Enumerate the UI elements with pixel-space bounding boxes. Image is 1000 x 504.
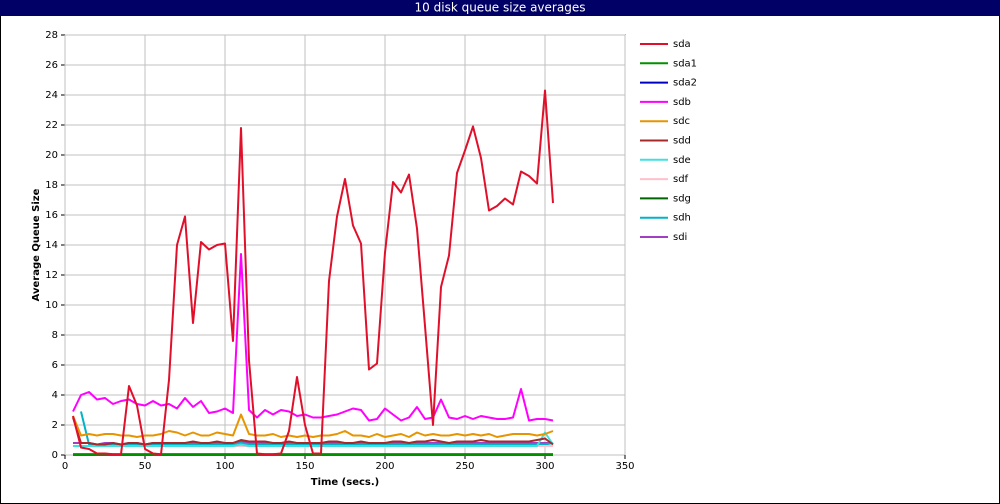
- y-tick-label: 20: [45, 150, 58, 161]
- y-tick-label: 28: [45, 30, 58, 41]
- data-line: [72, 253, 554, 422]
- y-tick-label: 16: [45, 210, 58, 221]
- x-axis-label: Time (secs.): [311, 477, 380, 488]
- data-line: [80, 411, 554, 446]
- y-tick-label: 6: [52, 360, 58, 371]
- legend-label: sdi: [673, 232, 687, 243]
- data-line: [72, 413, 554, 438]
- legend-label: sdb: [673, 97, 691, 108]
- x-tick-label: 0: [62, 461, 68, 472]
- legend-label: sda1: [673, 58, 697, 69]
- title-bar: [0, 0, 1000, 16]
- legend-label: sdf: [673, 174, 689, 185]
- legend-label: sdh: [673, 213, 691, 224]
- x-tick-label: 350: [615, 461, 634, 472]
- y-tick-label: 0: [52, 450, 58, 461]
- x-tick-label: 150: [295, 461, 314, 472]
- x-tick-label: 250: [455, 461, 474, 472]
- data-line: [73, 431, 554, 447]
- legend-label: sdd: [673, 136, 691, 147]
- y-tick-label: 4: [52, 390, 58, 401]
- legend-label: sdc: [673, 116, 690, 127]
- y-axis-label: Average Queue Size: [31, 188, 42, 301]
- y-tick-label: 18: [45, 180, 58, 191]
- y-tick-label: 12: [45, 270, 58, 281]
- x-tick-label: 200: [375, 461, 394, 472]
- legend-label: sda: [673, 39, 691, 50]
- legend-label: sdg: [673, 193, 691, 204]
- x-tick-label: 300: [535, 461, 554, 472]
- chart-title: 10 disk queue size averages: [415, 1, 586, 15]
- data-line: [72, 417, 554, 446]
- y-tick-label: 10: [45, 300, 58, 311]
- y-tick-label: 22: [45, 120, 58, 131]
- x-tick-label: 50: [139, 461, 152, 472]
- legend-label: sde: [673, 155, 691, 166]
- y-tick-label: 14: [45, 240, 58, 251]
- y-tick-label: 24: [45, 90, 58, 101]
- y-tick-label: 8: [52, 330, 58, 341]
- data-line: [72, 89, 554, 456]
- y-tick-label: 2: [52, 420, 58, 431]
- y-tick-label: 26: [45, 60, 58, 71]
- x-tick-label: 100: [215, 461, 234, 472]
- legend-label: sda2: [673, 78, 697, 89]
